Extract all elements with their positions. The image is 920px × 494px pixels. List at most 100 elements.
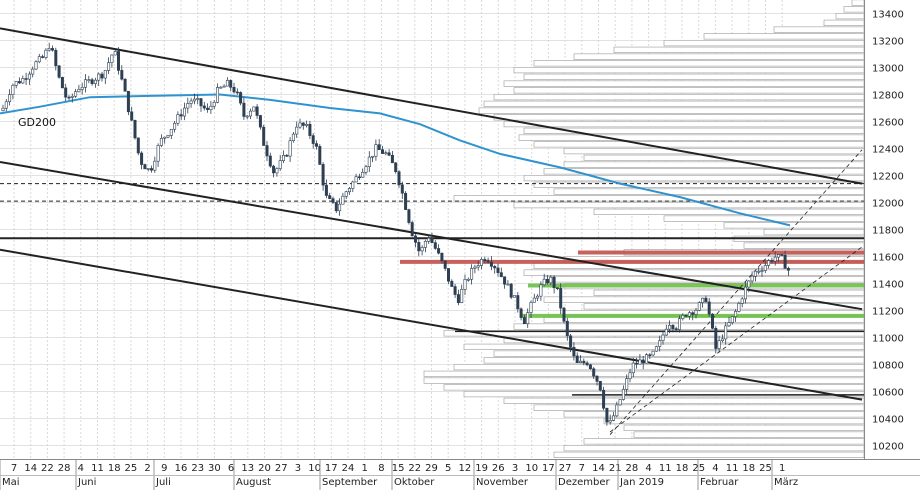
candle-body [724, 325, 728, 340]
x-tick-label: 29 [425, 463, 438, 474]
y-tick-label: 13200 [872, 37, 904, 48]
y-tick-label: 10200 [872, 442, 904, 453]
volume-profile-bar [503, 120, 865, 128]
candle-body [446, 268, 450, 282]
volume-profile-bar [518, 134, 865, 141]
candle-body [153, 160, 157, 171]
candle-body [578, 360, 582, 364]
candle-body [97, 73, 101, 81]
month-label: Mai [2, 477, 20, 488]
candle-body [555, 287, 559, 290]
candle-body [8, 94, 12, 103]
volume-profile-bar [533, 60, 865, 67]
candle-body [100, 73, 104, 79]
x-tick-label: 9 [161, 463, 167, 474]
candle-body [661, 334, 665, 341]
candlesticks [1, 42, 790, 426]
candle-body [357, 176, 361, 179]
volume-profile-bar [563, 161, 865, 168]
month-label: Oktober [394, 477, 435, 488]
volume-profile-bar [543, 168, 865, 175]
candle-body [255, 106, 259, 116]
candle-body [417, 242, 421, 252]
candle-body [222, 85, 226, 88]
candle-body [126, 90, 130, 113]
x-tick-label: 11 [91, 463, 104, 474]
candle-body [651, 350, 655, 356]
candle-body [242, 102, 246, 117]
x-tick-label: 25 [125, 463, 138, 474]
x-tick-label: 3 [295, 463, 301, 474]
candle-body [743, 286, 747, 300]
candle-body [730, 316, 734, 323]
candle-body [199, 98, 203, 107]
volume-profile-bar [463, 343, 865, 350]
candle-body [87, 79, 91, 81]
candle-body [757, 270, 761, 273]
candle-body [773, 256, 777, 262]
x-tick-label: 27 [559, 463, 572, 474]
candle-body [344, 191, 348, 197]
candle-body [245, 115, 249, 118]
candle-body [588, 364, 592, 370]
x-tick-label: 11 [659, 463, 672, 474]
volume-profile-bar [573, 53, 865, 60]
candle-body [615, 404, 619, 417]
candle-body [90, 79, 94, 84]
y-tick-label: 11000 [872, 334, 904, 345]
x-tick-label: 6 [228, 463, 234, 474]
volume-profile-bar [523, 269, 865, 276]
volume-profile-bar [478, 107, 865, 114]
candle-body [60, 77, 64, 89]
y-tick-label: 13000 [872, 64, 904, 75]
candle-body [278, 160, 282, 169]
candle-body [268, 155, 272, 167]
candle-body [747, 280, 751, 288]
candle-body [664, 328, 668, 336]
candle-body [631, 362, 635, 374]
candle-body [249, 110, 253, 117]
candle-body [549, 276, 553, 284]
candle-body [427, 237, 431, 242]
x-tick-label: 22 [408, 463, 421, 474]
candle-body [786, 268, 790, 271]
candle-body [734, 311, 738, 317]
candle-body [691, 312, 695, 315]
volume-profile-bar [593, 289, 865, 296]
volume-profile-bar [493, 114, 865, 121]
x-tick-label: 28 [626, 463, 639, 474]
candle-body [565, 320, 569, 337]
candle-body [166, 135, 170, 138]
candle-body [611, 415, 615, 421]
candle-body [331, 198, 335, 203]
candle-body [384, 152, 388, 155]
candle-body [338, 203, 342, 212]
candle-body [648, 354, 652, 357]
candle-body [17, 81, 21, 84]
volume-profile-bar [533, 404, 865, 411]
y-tick-label: 13400 [872, 10, 904, 21]
candle-body [512, 295, 516, 298]
candle-body [179, 114, 183, 117]
trend-channel [0, 27, 863, 435]
candle-body [423, 241, 427, 248]
volume-profile-bar [493, 350, 865, 357]
candle-body [103, 70, 107, 79]
candle-body [545, 278, 549, 284]
candle-body [216, 87, 220, 103]
candle-body [522, 317, 526, 325]
candle-body [430, 237, 434, 243]
candle-body [473, 266, 477, 269]
candle-body [123, 78, 127, 92]
x-tick-label: 19 [475, 463, 488, 474]
candle-body [107, 62, 111, 71]
candle-body [183, 107, 187, 117]
candle-body [466, 278, 470, 281]
volume-profile-bar [563, 147, 865, 155]
volume-profile-bar [583, 438, 865, 445]
candle-body [232, 87, 236, 93]
candle-body [321, 164, 325, 186]
x-tick-label: 17 [325, 463, 338, 474]
candle-body [628, 372, 632, 380]
